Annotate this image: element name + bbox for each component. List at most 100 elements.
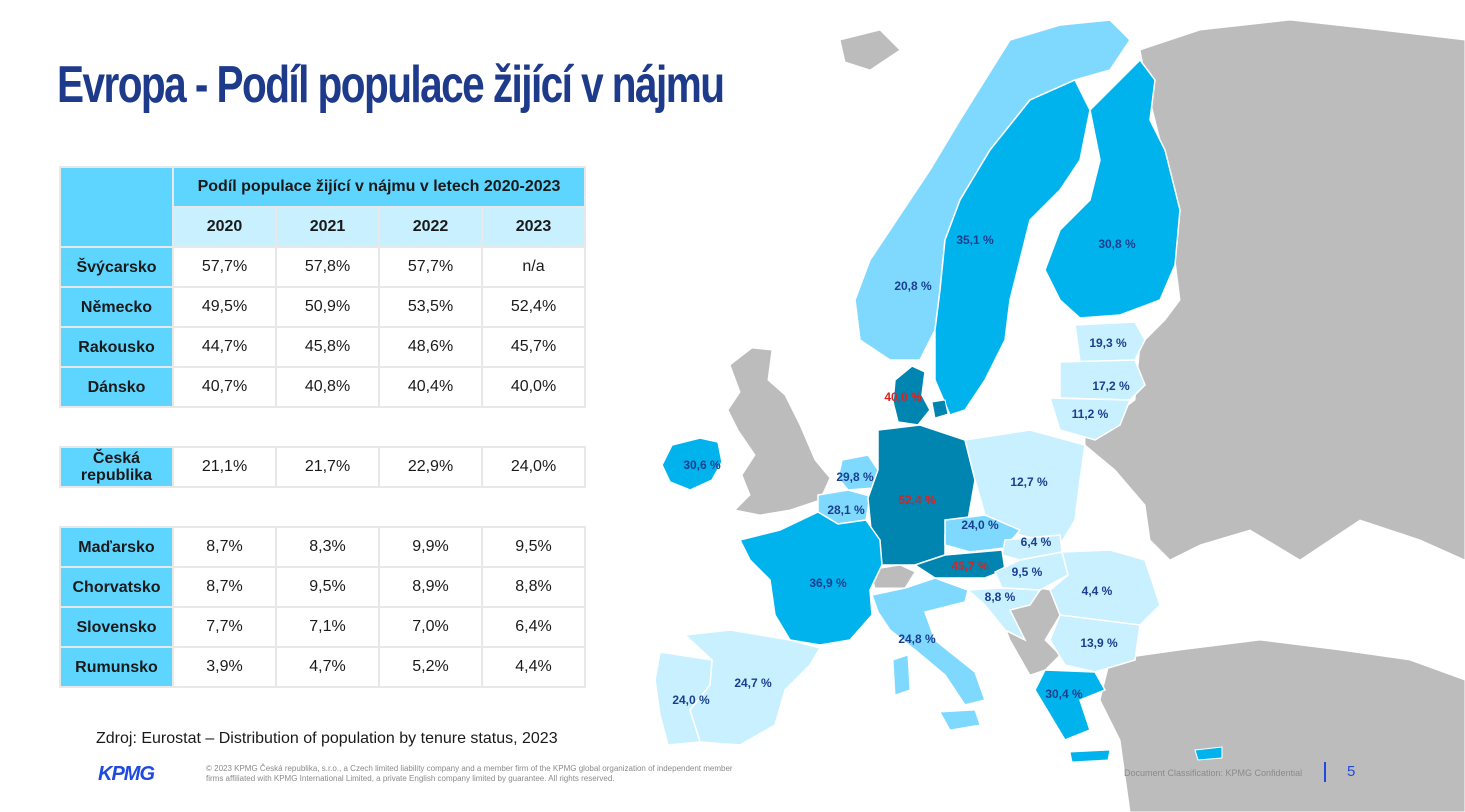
map-label-norway: 20,8 % xyxy=(894,279,932,293)
value-cell: 40,7% xyxy=(172,366,277,408)
table-row: Maďarsko 8,7% 8,3% 9,9% 9,5% xyxy=(59,526,586,568)
country-cell: Německo xyxy=(59,286,174,328)
value-cell: 21,7% xyxy=(275,446,380,488)
value-cell: 40,8% xyxy=(275,366,380,408)
map-label-netherlands: 29,8 % xyxy=(836,470,874,484)
map-label-belgium: 28,1 % xyxy=(827,503,865,517)
map-label-ireland: 30,6 % xyxy=(683,458,721,472)
map-label-croatia: 8,8 % xyxy=(985,590,1016,604)
page-title: Evropa - Podíl populace žijící v nájmu xyxy=(57,56,725,114)
value-cell: 9,5% xyxy=(481,526,586,568)
region-estonia xyxy=(1074,321,1146,363)
country-cell: Švýcarsko xyxy=(59,246,174,288)
map-label-france: 36,9 % xyxy=(809,576,847,590)
region-france xyxy=(738,511,883,646)
map-label-latvia: 17,2 % xyxy=(1092,379,1130,393)
map-label-estonia: 19,3 % xyxy=(1089,336,1127,350)
map-label-italy: 24,8 % xyxy=(898,632,936,646)
region-latvia xyxy=(1059,359,1146,401)
kpmg-logo: KPMG xyxy=(98,763,155,785)
map-label-finland: 30,8 % xyxy=(1098,237,1136,251)
map-label-portugal: 24,0 % xyxy=(672,693,710,707)
region-italy xyxy=(871,577,986,706)
value-cell: 3,9% xyxy=(172,646,277,688)
page-number: 5 xyxy=(1347,763,1356,780)
table-spacer xyxy=(60,487,585,527)
country-cell: Slovensko xyxy=(59,606,174,648)
country-cell: Česká republika xyxy=(59,446,174,488)
value-cell: 57,7% xyxy=(378,246,483,288)
value-cell: 45,7% xyxy=(481,326,586,368)
map-label-bulgaria: 13,9 % xyxy=(1080,636,1118,650)
region-portugal xyxy=(654,651,713,746)
region-iceland xyxy=(839,29,901,71)
year-header: 2022 xyxy=(378,206,483,248)
map-label-czechia: 24,0 % xyxy=(961,518,999,532)
value-cell: 53,5% xyxy=(378,286,483,328)
map-label-germany: 52,4 % xyxy=(898,493,936,507)
region-finland xyxy=(1044,58,1181,319)
year-header: 2021 xyxy=(275,206,380,248)
map-label-sweden: 35,1 % xyxy=(956,233,994,247)
value-cell: 7,7% xyxy=(172,606,277,648)
value-cell: 22,9% xyxy=(378,446,483,488)
value-cell: 9,9% xyxy=(378,526,483,568)
table-row: Rumunsko 3,9% 4,7% 5,2% 4,4% xyxy=(59,646,586,688)
map-label-austria: 45,7 % xyxy=(951,559,989,573)
region-switzerland xyxy=(869,564,916,589)
table-row: Rakousko 44,7% 45,8% 48,6% 45,7% xyxy=(59,326,586,368)
table-row: Německo 49,5% 50,9% 53,5% 52,4% xyxy=(59,286,586,328)
region-ireland xyxy=(661,437,723,491)
map-label-poland: 12,7 % xyxy=(1010,475,1048,489)
value-cell: 4,7% xyxy=(275,646,380,688)
value-cell: 8,7% xyxy=(172,566,277,608)
table-row: Švýcarsko 57,7% 57,8% 57,7% n/a xyxy=(59,246,586,288)
value-cell: 50,9% xyxy=(275,286,380,328)
value-cell: 57,7% xyxy=(172,246,277,288)
value-cell: 8,7% xyxy=(172,526,277,568)
value-cell: 24,0% xyxy=(481,446,586,488)
value-cell: 48,6% xyxy=(378,326,483,368)
country-cell: Rakousko xyxy=(59,326,174,368)
table-row: Slovensko 7,7% 7,1% 7,0% 6,4% xyxy=(59,606,586,648)
country-cell: Chorvatsko xyxy=(59,566,174,608)
region-cyprus xyxy=(1194,746,1223,761)
value-cell: 8,8% xyxy=(481,566,586,608)
value-cell: 7,0% xyxy=(378,606,483,648)
table-row: Česká republika 21,1% 21,7% 22,9% 24,0% xyxy=(59,446,586,488)
value-cell: 7,1% xyxy=(275,606,380,648)
map-label-slovakia: 6,4 % xyxy=(1021,535,1052,549)
value-cell: 45,8% xyxy=(275,326,380,368)
map-label-lithuania: 11,2 % xyxy=(1072,407,1109,421)
country-cell: Dánsko xyxy=(59,366,174,408)
map-label-romania: 4,4 % xyxy=(1082,584,1113,598)
table-row: Dánsko 40,7% 40,8% 40,4% 40,0% xyxy=(59,366,586,408)
value-cell: 40,0% xyxy=(481,366,586,408)
table-spacer xyxy=(60,407,585,447)
value-cell: 9,5% xyxy=(275,566,380,608)
year-header: 2020 xyxy=(172,206,277,248)
map-label-greece: 30,4 % xyxy=(1045,687,1083,701)
region-lithuania xyxy=(1048,397,1132,441)
region-poland xyxy=(964,429,1086,546)
region-russia xyxy=(1084,19,1465,561)
region-crete xyxy=(1069,749,1111,763)
value-cell: 44,7% xyxy=(172,326,277,368)
rental-share-table: Podíl populace žijící v nájmu v letech 2… xyxy=(59,166,586,688)
value-cell: 21,1% xyxy=(172,446,277,488)
region-greece xyxy=(1034,669,1107,741)
value-cell: 40,4% xyxy=(378,366,483,408)
value-cell: 5,2% xyxy=(378,646,483,688)
document-classification: Document Classification: KPMG Confidenti… xyxy=(1124,768,1303,778)
value-cell: 8,9% xyxy=(378,566,483,608)
region-turkey xyxy=(1099,639,1465,812)
region-great-britain xyxy=(727,347,831,516)
region-sardinia xyxy=(892,654,911,696)
value-cell: 8,3% xyxy=(275,526,380,568)
value-cell: 57,8% xyxy=(275,246,380,288)
region-croatia xyxy=(966,587,1042,642)
value-cell: 4,4% xyxy=(481,646,586,688)
table-corner-cell xyxy=(59,166,174,248)
value-cell: n/a xyxy=(481,246,586,288)
country-cell: Maďarsko xyxy=(59,526,174,568)
